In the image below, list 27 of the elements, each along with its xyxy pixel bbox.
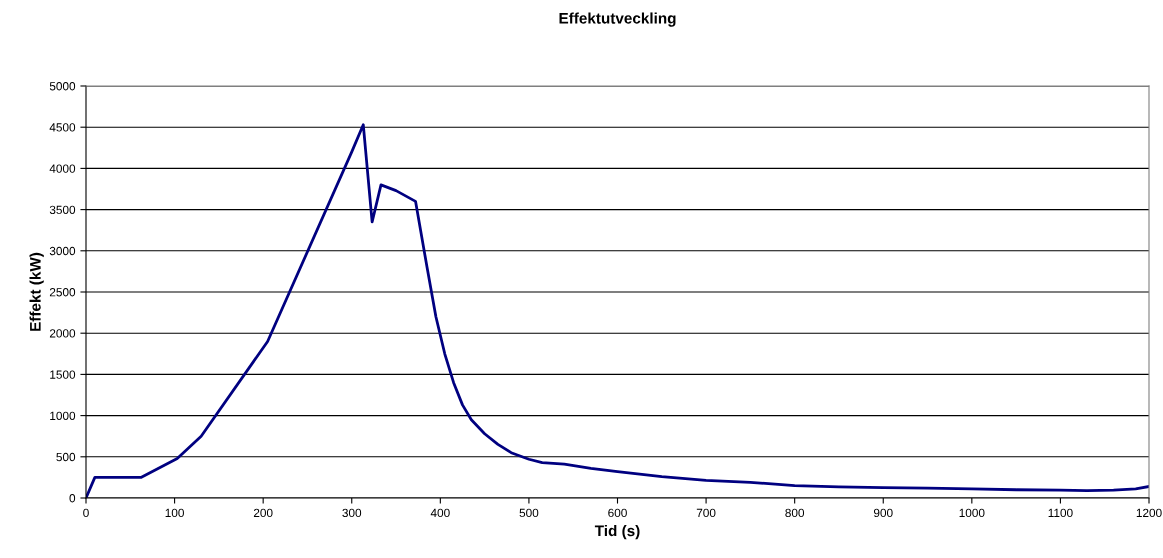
x-tick-label: 200 xyxy=(253,508,273,518)
y-tick-label: 3000 xyxy=(49,246,76,256)
x-tick-label: 600 xyxy=(608,508,627,518)
x-tick-label: 700 xyxy=(696,508,716,518)
x-tick-label: 300 xyxy=(342,508,362,518)
y-tick-label: 4500 xyxy=(49,123,76,132)
y-tick-label: 1000 xyxy=(50,411,76,420)
x-tick-label: 1200 xyxy=(1136,508,1162,518)
y-tick-label: 5000 xyxy=(49,82,76,91)
y-tick-label: 2500 xyxy=(49,288,76,297)
y-tick-label: 1500 xyxy=(50,370,76,379)
y-tick-label: 0 xyxy=(69,494,76,503)
x-tick-label: 800 xyxy=(785,508,805,518)
y-tick-label: 2000 xyxy=(49,329,76,338)
x-tick-label: 900 xyxy=(873,508,893,518)
x-tick-label: 500 xyxy=(519,508,539,518)
y-tick-label: 3500 xyxy=(49,205,76,214)
x-tick-label: 100 xyxy=(165,508,184,518)
y-axis-title: Effekt (kW) xyxy=(29,252,44,331)
y-tick-label: 4000 xyxy=(49,164,76,173)
x-tick-label: 1000 xyxy=(959,508,985,518)
y-tick-label: 500 xyxy=(56,452,76,462)
chart-title: Effektutveckling xyxy=(559,12,676,27)
x-tick-label: 400 xyxy=(430,508,450,518)
x-tick-label: 0 xyxy=(83,508,89,518)
x-tick-label: 1100 xyxy=(1048,508,1073,518)
x-axis-title: Tid (s) xyxy=(594,524,640,540)
